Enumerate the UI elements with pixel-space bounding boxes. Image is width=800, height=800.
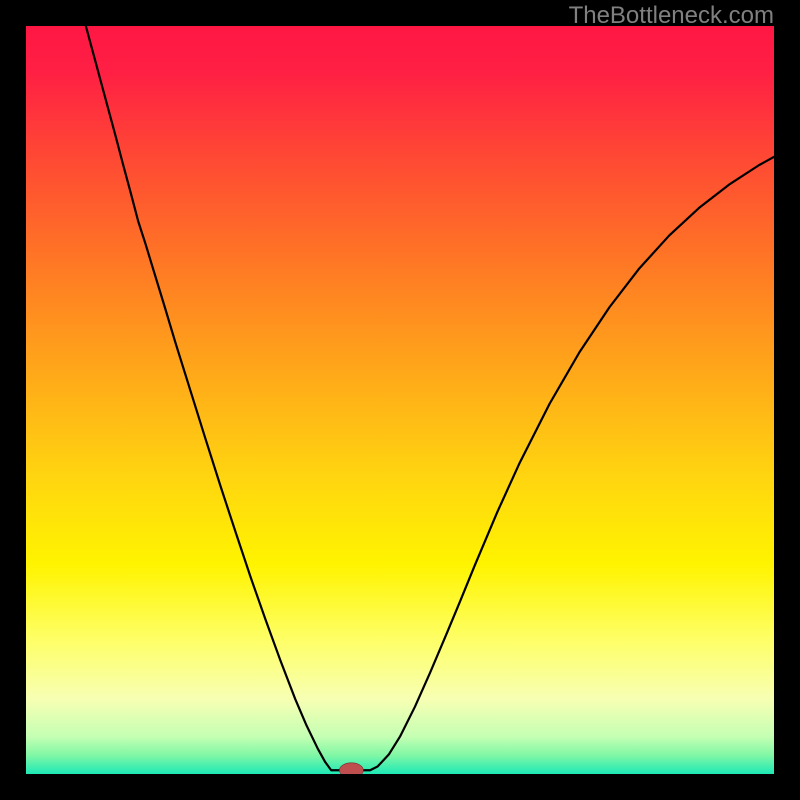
plot-svg	[26, 26, 774, 774]
chart-frame: TheBottleneck.com	[0, 0, 800, 800]
gradient-background	[26, 26, 774, 774]
plot-area	[26, 26, 774, 774]
watermark-text: TheBottleneck.com	[569, 2, 774, 30]
